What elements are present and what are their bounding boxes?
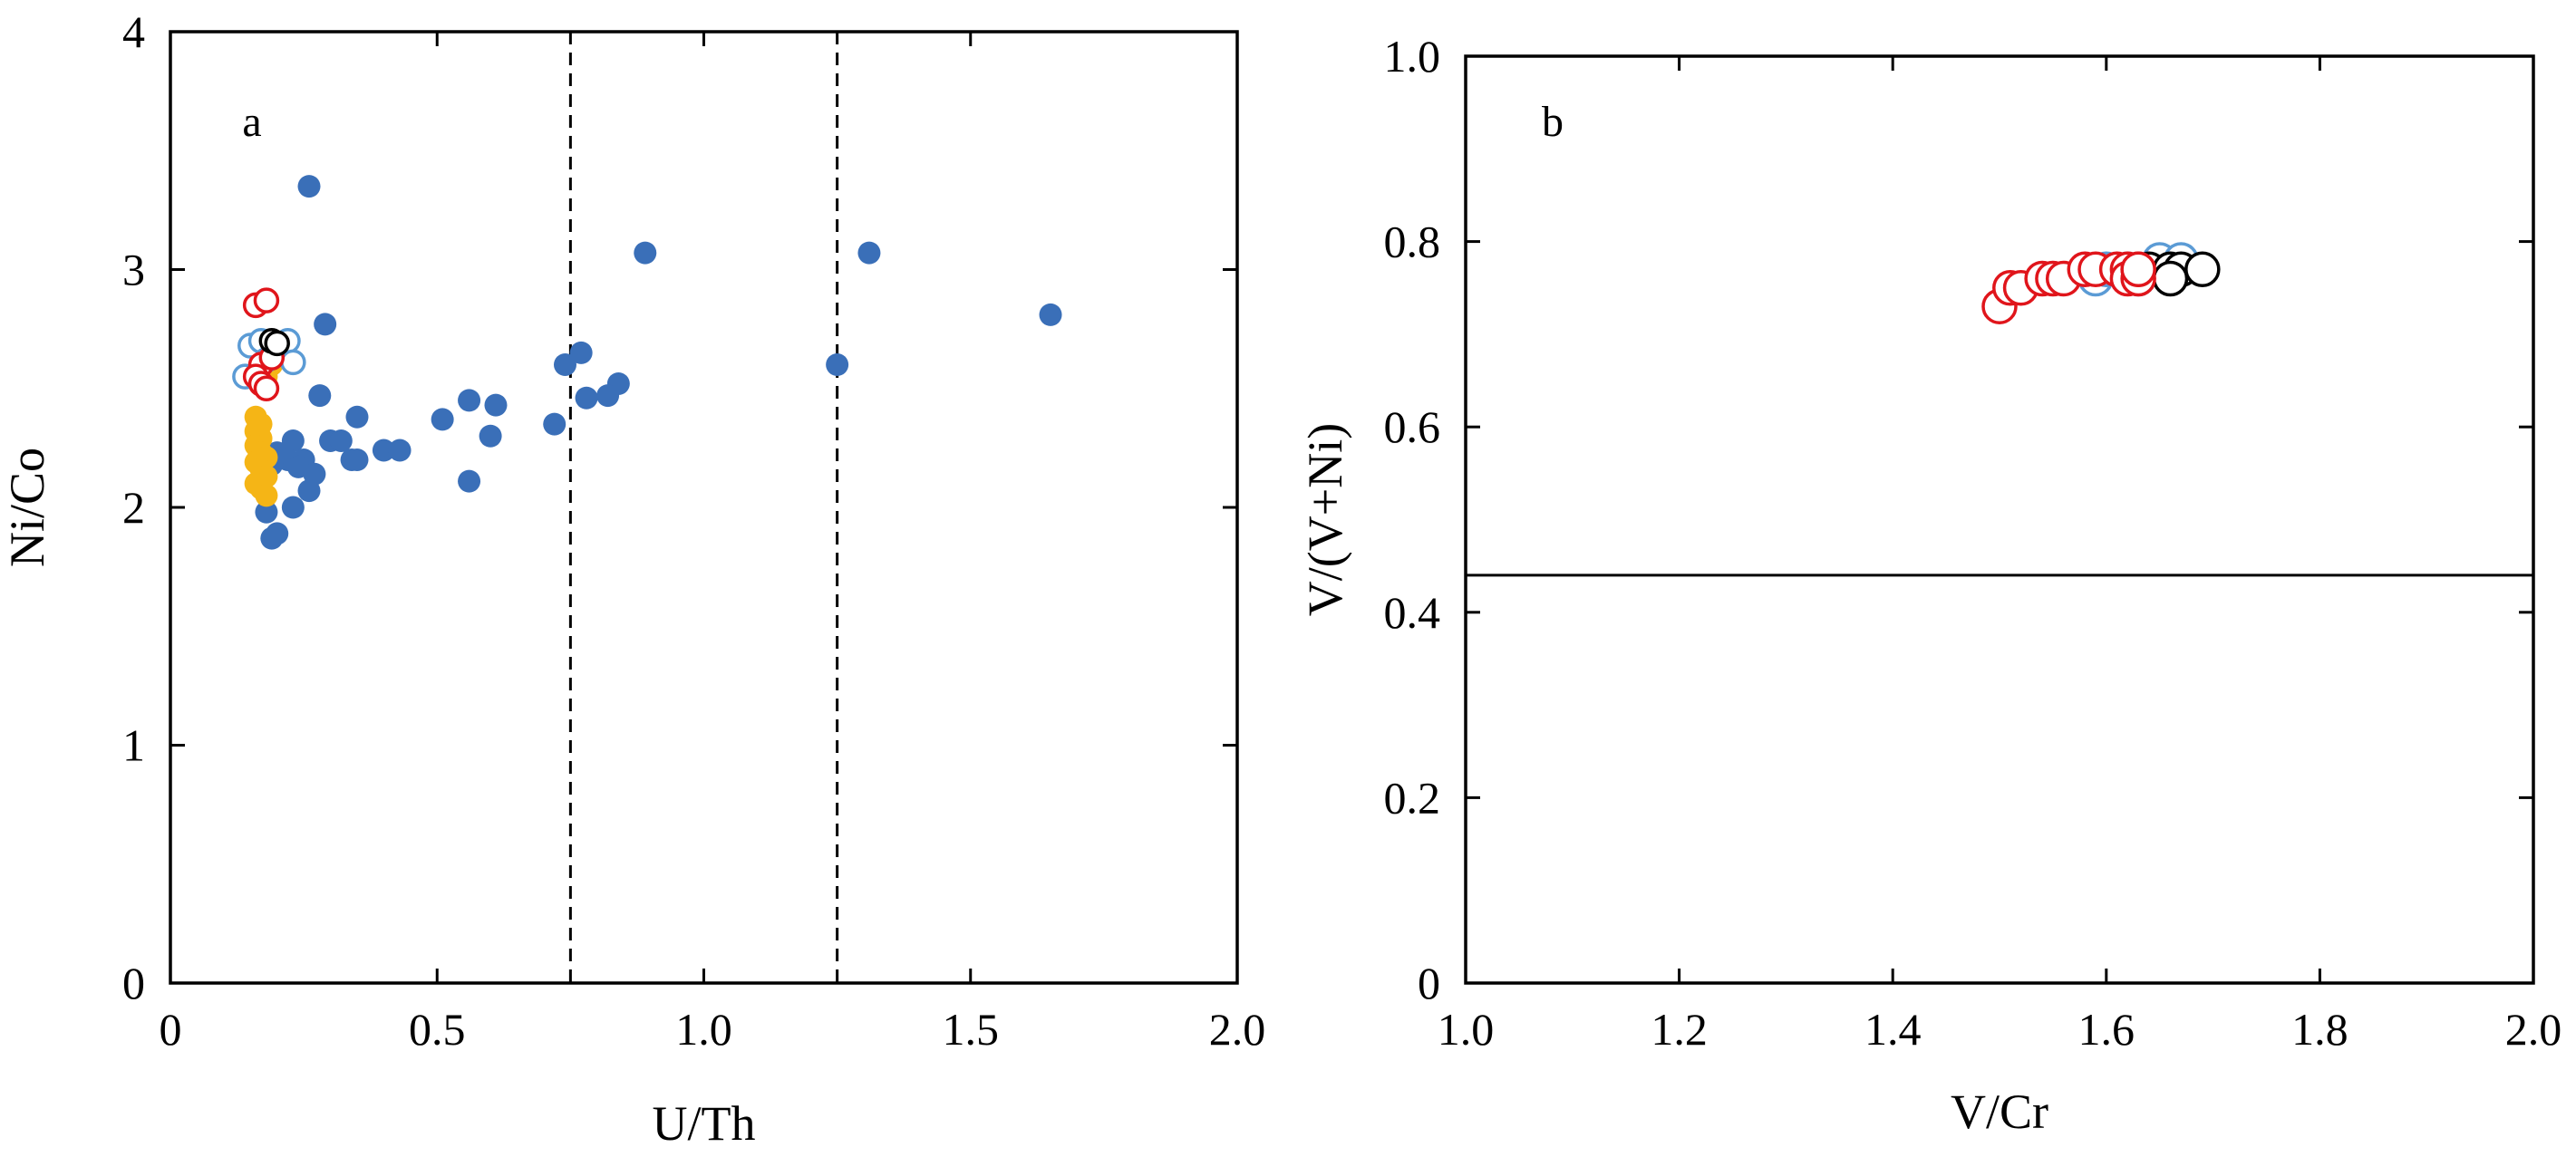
panel-b-y-tick-label-6: 1.0	[1384, 31, 1441, 82]
panel-a-series-1-point-12	[575, 386, 598, 410]
panel-a-series-1-point-11	[458, 389, 481, 412]
panel-a-series-1-point-21	[281, 429, 305, 452]
panel-a-series-5	[258, 328, 290, 357]
panel-a-series-1-point-8	[826, 353, 849, 376]
panel-a-x-tick-label-4: 1.5	[943, 1004, 1000, 1055]
panel-b-y-axis-label: V/(V+Ni)	[1298, 423, 1352, 616]
panel-a-series-1-point-1	[297, 175, 321, 198]
panel-a-series-3-point-5	[280, 349, 306, 376]
panel-a-series-1-point-7	[553, 353, 576, 376]
panel-a-ni-co-vs-u-th: 0 0.5 1.0 1.5 2.0 0 1 2 3 4 U/Th Ni/Co a	[0, 6, 1265, 1151]
panel-a-y-tick-label-5: 4	[122, 6, 145, 57]
panel-a-series-1-point-2	[634, 241, 657, 265]
panel-a-series-1-point-24	[388, 439, 412, 462]
panel-a-y-tick-label-4: 3	[122, 245, 145, 295]
panel-a-series-1-point-33	[458, 469, 481, 493]
panel-a-series-1-point-17	[543, 412, 567, 436]
panel-a-y-tick-label-1: 0	[122, 958, 145, 1008]
panel-a-x-tick-label-3: 1.0	[675, 1004, 732, 1055]
panel-b-x-tick-label-4: 1.6	[2078, 1004, 2135, 1055]
panel-a-series-1-point-13	[596, 384, 620, 408]
panel-a-series-1-point-35	[255, 500, 278, 524]
panel-a-series-1-point-20	[329, 429, 353, 452]
panel-b-series-3	[1981, 251, 2156, 324]
panel-b-y-tick-label-4: 0.6	[1384, 401, 1441, 452]
panel-b-y-tick-label-1: 0	[1418, 958, 1440, 1008]
panel-b-y-tick-label-2: 0.2	[1384, 772, 1441, 823]
panel-a-series-1-point-10	[308, 384, 332, 408]
panel-a-series-1-point-23	[372, 439, 395, 462]
panel-a-series-5-point-2	[264, 330, 290, 357]
panel-b-series-2-point-5	[2152, 260, 2189, 297]
panel-b-x-tick-label-5: 1.8	[2291, 1004, 2348, 1055]
panel-a-series-1-point-32	[297, 479, 321, 503]
panel-b-x-tick-label-1: 1.0	[1438, 1004, 1495, 1055]
panel-a-series-1-point-16	[431, 408, 454, 431]
panel-a-series-4	[242, 287, 286, 401]
panel-a-series-1-point-5	[314, 313, 337, 336]
panel-a-x-axis-label: U/Th	[653, 1096, 756, 1151]
panel-b-x-tick-label-2: 1.2	[1651, 1004, 1708, 1055]
panel-a-series-1-point-34	[281, 496, 305, 519]
panel-a-letter: a	[242, 98, 261, 146]
panel-a-series-4-point-6	[253, 375, 280, 401]
panel-a-series-1-point-37	[266, 522, 289, 545]
panel-a-y-axis-label: Ni/Co	[0, 448, 54, 567]
panel-b-y-tick-label-5: 0.8	[1384, 217, 1441, 267]
panel-a-x-tick-label-2: 0.5	[409, 1004, 466, 1055]
panel-a-series-1-point-6	[569, 341, 593, 364]
panel-a-x-tick-label-5: 2.0	[1209, 1004, 1266, 1055]
panel-b-x-axis-label: V/Cr	[1951, 1085, 2048, 1139]
panel-b-x-tick-label-6: 2.0	[2505, 1004, 2562, 1055]
panel-a-series-1-point-15	[345, 405, 369, 429]
panel-a-y-tick-label-2: 1	[122, 720, 145, 771]
panel-a-series-2-point-13	[255, 484, 278, 507]
panel-a-series-1-point-27	[345, 448, 369, 471]
panel-a-series-1-point-14	[484, 393, 508, 417]
panel-a-series-1-point-3	[857, 241, 881, 265]
panel-a-y-tick-label-3: 2	[122, 482, 145, 533]
panel-b-y-tick-label-3: 0.4	[1384, 587, 1441, 638]
panel-a-series-1	[255, 175, 1062, 550]
panel-a-series-1-point-18	[479, 424, 502, 448]
panel-b-letter: b	[1542, 98, 1564, 146]
panel-b-series-3-point-14	[2120, 251, 2156, 288]
panel-a-x-tick-label-1: 0	[160, 1004, 182, 1055]
panel-b-x-tick-label-3: 1.4	[1864, 1004, 1922, 1055]
panel-a-plot-frame	[169, 30, 1239, 985]
panel-b-plot-frame	[1464, 54, 2535, 985]
panel-a-series-1-point-4	[1039, 303, 1062, 326]
panel-b-series-2-point-4	[2184, 251, 2221, 288]
panel-b-v-v-ni-vs-v-cr: 1.0 1.2 1.4 1.6 1.8 2.0 0 0.2 0.4 0.6 0.8 1.0 V/Cr V/…	[1298, 31, 2561, 1139]
panel-a-series-4-point-2	[253, 287, 280, 313]
